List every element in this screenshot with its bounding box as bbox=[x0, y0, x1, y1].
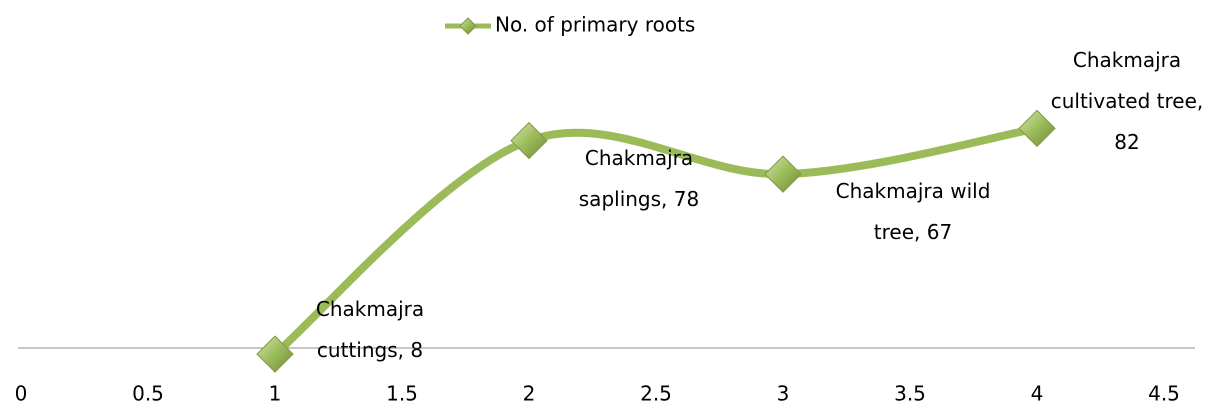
x-tick-label: 3 bbox=[777, 382, 790, 406]
x-tick-label: 1 bbox=[269, 382, 282, 406]
data-label: Chakmajra wild tree, 67 bbox=[835, 179, 991, 245]
x-tick-label: 0.5 bbox=[132, 382, 164, 406]
x-tick-label: 1.5 bbox=[386, 382, 418, 406]
x-tick-label: 4 bbox=[1031, 382, 1044, 406]
x-tick-label: 2 bbox=[523, 382, 536, 406]
legend-label: No. of primary roots bbox=[495, 13, 695, 37]
series-line bbox=[271, 124, 1041, 359]
marker bbox=[256, 335, 294, 373]
x-tick-label: 3.5 bbox=[894, 382, 926, 406]
x-tick-label: 0 bbox=[15, 382, 28, 406]
x-tick-label: 2.5 bbox=[640, 382, 672, 406]
x-tick-label: 4.5 bbox=[1148, 382, 1180, 406]
data-label: Chakmajra cuttings, 8 bbox=[315, 297, 425, 363]
marker bbox=[510, 121, 548, 160]
marker bbox=[764, 155, 802, 193]
marker bbox=[1018, 109, 1056, 148]
data-label: Chakmajra saplings, 78 bbox=[578, 145, 700, 211]
data-label: Chakmajra cultivated tree, 82 bbox=[1050, 48, 1204, 155]
legend-marker bbox=[459, 17, 477, 35]
